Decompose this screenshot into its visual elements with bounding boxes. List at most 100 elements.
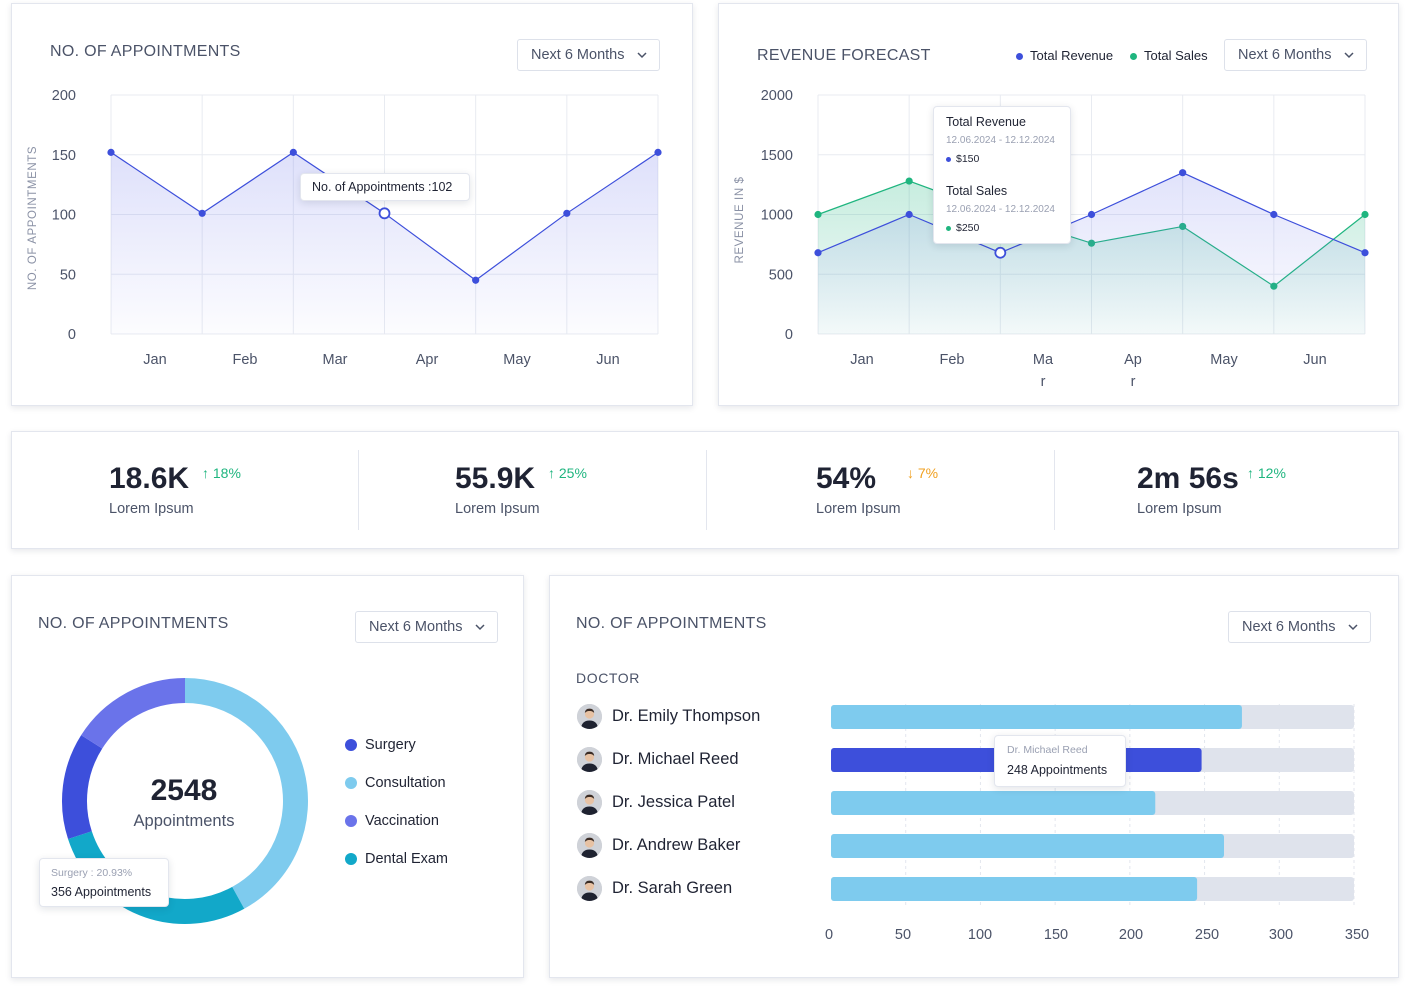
bar — [831, 705, 1242, 729]
data-point — [472, 276, 480, 284]
kpi-change: ↑ 18% — [202, 465, 241, 481]
kpi-label: Lorem Ipsum — [1137, 501, 1222, 517]
area-fill — [111, 152, 658, 334]
x-tick-label: 150 — [1044, 927, 1068, 943]
x-tick-label: r — [1131, 374, 1136, 390]
doctor-name: Dr. Sarah Green — [612, 879, 733, 897]
doctor-appointments-card: NO. OF APPOINTMENTS Next 6 Months DOCTOR… — [549, 575, 1399, 978]
data-point — [1361, 210, 1369, 219]
data-point — [905, 177, 913, 185]
doctor-row[interactable]: Dr. Jessica Patel — [577, 790, 807, 816]
doctor-name: Dr. Emily Thompson — [612, 707, 761, 725]
doctor-name: Dr. Andrew Baker — [612, 836, 741, 854]
y-tick-label: 1500 — [761, 148, 793, 164]
tooltip-value: 356 Appointments — [51, 885, 152, 899]
x-tick-label: 200 — [1119, 927, 1143, 943]
y-tick-label: 150 — [52, 148, 76, 164]
y-axis-title: REVENUE IN $ — [734, 176, 746, 263]
tooltip-revenue-title: Total Revenue — [946, 115, 1026, 129]
y-tick-label: 0 — [68, 327, 76, 343]
y-axis-title: NO. OF APPOINTMENTS — [27, 146, 39, 290]
arrow-up-icon: ↑ — [1247, 465, 1254, 481]
tooltip-revenue-value-row: $150 — [946, 153, 979, 165]
legend-label: Vaccination — [365, 813, 439, 829]
bar-tooltip: Dr. Michael Reed 248 Appointments — [994, 735, 1126, 787]
period-dropdown[interactable]: Next 6 Months — [1224, 39, 1367, 71]
data-point — [814, 210, 822, 219]
person-icon — [577, 833, 602, 858]
legend-item-vaccination[interactable]: Vaccination — [345, 813, 439, 829]
doctor-row[interactable]: Dr. Andrew Baker — [577, 833, 807, 859]
tooltip-value: 248 Appointments — [1007, 763, 1108, 777]
x-tick-label: 350 — [1345, 927, 1369, 943]
data-point — [1270, 210, 1278, 219]
tooltip-sales-range: 12.06.2024 - 12.12.2024 — [946, 204, 1055, 215]
legend-total-sales[interactable]: Total Sales — [1130, 48, 1208, 63]
legend-total-revenue[interactable]: Total Revenue — [1016, 48, 1113, 63]
kpi-strip: 18.6K ↑ 18% Lorem Ipsum 55.9K ↑ 25% Lore… — [11, 431, 1399, 549]
x-tick-label: May — [1210, 352, 1238, 368]
y-tick-label: 200 — [52, 88, 76, 104]
person-icon — [577, 876, 602, 901]
dropdown-label: Next 6 Months — [531, 47, 625, 63]
legend-item-surgery[interactable]: Surgery — [345, 737, 416, 753]
data-point — [1179, 169, 1187, 177]
chevron-down-icon — [637, 52, 647, 59]
bar — [831, 791, 1156, 815]
doctor-name: Dr. Jessica Patel — [612, 793, 735, 811]
legend-label: Surgery — [365, 737, 416, 753]
data-point-highlighted — [994, 246, 1007, 259]
legend-dot — [345, 853, 357, 866]
doctor-row[interactable]: Dr. Emily Thompson — [577, 704, 807, 730]
doctor-row[interactable]: Dr. Sarah Green — [577, 876, 807, 902]
kpi-item: 55.9K ↑ 25% Lorem Ipsum — [359, 432, 707, 550]
legend-dot-revenue — [1016, 53, 1023, 61]
data-point-highlighted — [378, 207, 391, 220]
y-tick-label: 50 — [60, 267, 76, 283]
person-icon — [577, 790, 602, 815]
x-tick-label: Jan — [850, 352, 873, 368]
period-dropdown[interactable]: Next 6 Months — [355, 611, 498, 643]
legend-label: Dental Exam — [365, 851, 449, 867]
legend-item-consultation[interactable]: Consultation — [345, 775, 446, 791]
data-point — [1087, 210, 1096, 219]
period-dropdown[interactable]: Next 6 Months — [1228, 611, 1371, 643]
avatar — [577, 833, 602, 858]
kpi-item: 54% ↓ 7% Lorem Ipsum — [706, 432, 1054, 550]
dropdown-label: Next 6 Months — [369, 619, 463, 635]
donut-slice-surgery — [62, 735, 103, 840]
revenue-tooltip: Total Revenue 12.06.2024 - 12.12.2024 $1… — [933, 106, 1071, 244]
tooltip-dot-revenue — [946, 156, 951, 162]
bar — [831, 877, 1198, 901]
kpi-label: Lorem Ipsum — [109, 501, 194, 517]
kpi-change: ↑ 25% — [548, 465, 587, 481]
y-tick-label: 0 — [785, 327, 793, 343]
x-tick-label: Apr — [416, 352, 439, 368]
y-tick-label: 500 — [769, 267, 793, 283]
x-tick-label: 300 — [1269, 927, 1293, 943]
chevron-down-icon — [1348, 624, 1358, 631]
data-point — [654, 148, 662, 156]
avatar — [577, 790, 602, 815]
legend-dot-sales — [1130, 53, 1137, 61]
legend-dot — [345, 739, 357, 752]
kpi-value: 54% — [816, 462, 877, 495]
arrow-down-icon: ↓ — [907, 465, 914, 481]
x-tick-label: 250 — [1195, 927, 1219, 943]
kpi-change-value: 7% — [917, 465, 939, 481]
card-title: NO. OF APPOINTMENTS — [576, 615, 767, 632]
avatar — [577, 704, 602, 729]
kpi-divider — [706, 450, 707, 530]
period-dropdown[interactable]: Next 6 Months — [517, 39, 660, 71]
kpi-change-value: 18% — [212, 465, 241, 481]
tooltip-revenue-value: $150 — [956, 153, 980, 165]
arrow-up-icon: ↑ — [202, 465, 209, 481]
data-point — [814, 249, 822, 257]
legend-item-dental-exam[interactable]: Dental Exam — [345, 851, 448, 867]
legend-label: Total Sales — [1144, 48, 1208, 63]
bar — [831, 834, 1224, 858]
x-tick-label: Ma — [1033, 352, 1054, 368]
kpi-label: Lorem Ipsum — [455, 501, 540, 517]
doctor-row[interactable]: Dr. Michael Reed — [577, 747, 807, 773]
tooltip-title: Surgery : 20.93% — [51, 867, 133, 879]
